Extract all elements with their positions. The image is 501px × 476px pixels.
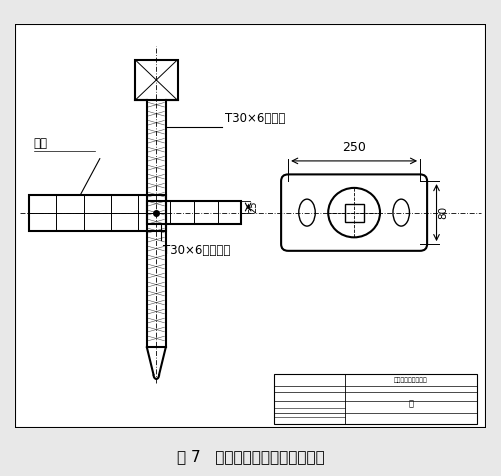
Text: T30×6黄铜螺母: T30×6黄铜螺母 <box>163 244 231 257</box>
Text: T30×6长螺杆: T30×6长螺杆 <box>224 112 285 125</box>
Text: 80: 80 <box>438 206 448 219</box>
Bar <box>274 375 476 424</box>
Text: 图 7   改进后偏心块拆卸专用工具: 图 7 改进后偏心块拆卸专用工具 <box>177 449 324 464</box>
Bar <box>135 60 177 100</box>
Bar <box>147 201 241 224</box>
Bar <box>29 195 166 230</box>
Bar <box>345 204 364 222</box>
Text: 上梁: 上梁 <box>34 137 48 149</box>
Text: 25: 25 <box>248 201 258 213</box>
Text: 稿: 稿 <box>408 399 413 408</box>
Text: 泰强减速机有限公司: 泰强减速机有限公司 <box>394 377 427 383</box>
Text: 250: 250 <box>342 141 366 154</box>
